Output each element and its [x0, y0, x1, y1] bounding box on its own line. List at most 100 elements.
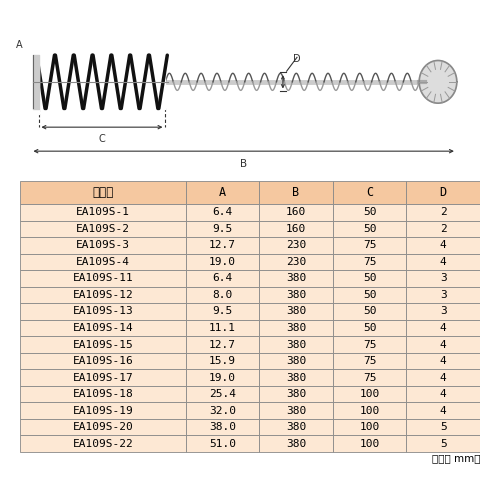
Bar — [259, 254, 333, 270]
Text: 50: 50 — [363, 224, 376, 234]
Bar — [20, 336, 186, 353]
Text: 32.0: 32.0 — [209, 406, 236, 415]
Bar — [333, 336, 406, 353]
Bar — [406, 419, 480, 436]
Bar — [259, 270, 333, 286]
Bar — [333, 436, 406, 452]
Bar — [333, 180, 406, 204]
Text: EA109S-17: EA109S-17 — [72, 372, 133, 382]
Bar — [259, 402, 333, 419]
Bar — [20, 353, 186, 370]
Text: 25.4: 25.4 — [209, 389, 236, 399]
Bar — [259, 436, 333, 452]
Bar — [333, 419, 406, 436]
Text: 2: 2 — [440, 208, 446, 218]
Bar — [186, 353, 259, 370]
Bar — [186, 180, 259, 204]
Text: A: A — [16, 40, 23, 50]
Bar — [333, 286, 406, 303]
Bar — [20, 320, 186, 336]
Text: 100: 100 — [360, 422, 380, 432]
Text: 380: 380 — [286, 306, 306, 316]
Bar — [259, 286, 333, 303]
Bar — [20, 254, 186, 270]
Text: 8.0: 8.0 — [212, 290, 233, 300]
Text: 100: 100 — [360, 438, 380, 448]
Text: 160: 160 — [286, 208, 306, 218]
Bar — [406, 336, 480, 353]
Text: EA109S-13: EA109S-13 — [72, 306, 133, 316]
Bar — [406, 204, 480, 220]
Text: 380: 380 — [286, 323, 306, 333]
Text: 6.4: 6.4 — [212, 208, 233, 218]
Text: 4: 4 — [440, 389, 446, 399]
Bar — [259, 220, 333, 237]
Bar — [186, 320, 259, 336]
Text: 3: 3 — [440, 274, 446, 283]
Polygon shape — [419, 60, 457, 103]
Text: 50: 50 — [363, 290, 376, 300]
Text: 51.0: 51.0 — [209, 438, 236, 448]
Bar — [259, 320, 333, 336]
Bar — [186, 220, 259, 237]
Text: EA109S-1: EA109S-1 — [76, 208, 130, 218]
Bar — [20, 180, 186, 204]
Text: A: A — [219, 186, 226, 199]
Text: EA109S-18: EA109S-18 — [72, 389, 133, 399]
Text: 4: 4 — [440, 257, 446, 267]
Text: 4: 4 — [440, 356, 446, 366]
Text: （単位 mm）: （単位 mm） — [432, 454, 480, 464]
Text: 3: 3 — [440, 290, 446, 300]
Bar — [406, 353, 480, 370]
Bar — [259, 237, 333, 254]
Text: 9.5: 9.5 — [212, 306, 233, 316]
Bar — [333, 220, 406, 237]
Text: EA109S-3: EA109S-3 — [76, 240, 130, 250]
Bar — [186, 286, 259, 303]
Bar — [186, 237, 259, 254]
Text: 160: 160 — [286, 224, 306, 234]
Text: 75: 75 — [363, 340, 376, 349]
Text: EA109S-12: EA109S-12 — [72, 290, 133, 300]
Bar — [333, 204, 406, 220]
Text: B: B — [240, 159, 247, 169]
Bar — [406, 254, 480, 270]
Text: 75: 75 — [363, 372, 376, 382]
Text: 380: 380 — [286, 274, 306, 283]
Text: 380: 380 — [286, 356, 306, 366]
Bar — [20, 303, 186, 320]
Text: 4: 4 — [440, 340, 446, 349]
Text: 4: 4 — [440, 372, 446, 382]
Text: 100: 100 — [360, 406, 380, 415]
Bar — [406, 237, 480, 254]
Bar — [406, 320, 480, 336]
Text: 75: 75 — [363, 356, 376, 366]
Text: 380: 380 — [286, 389, 306, 399]
Bar — [333, 370, 406, 386]
Bar — [186, 303, 259, 320]
Bar — [186, 336, 259, 353]
Bar — [20, 286, 186, 303]
Bar — [186, 419, 259, 436]
Text: 50: 50 — [363, 208, 376, 218]
Text: B: B — [292, 186, 300, 199]
Text: 50: 50 — [363, 323, 376, 333]
Bar — [186, 402, 259, 419]
Bar — [406, 220, 480, 237]
Bar — [20, 270, 186, 286]
Bar — [406, 436, 480, 452]
Text: 11.1: 11.1 — [209, 323, 236, 333]
Bar — [186, 386, 259, 402]
Bar — [186, 204, 259, 220]
Text: 380: 380 — [286, 406, 306, 415]
Text: 38.0: 38.0 — [209, 422, 236, 432]
Text: EA109S-4: EA109S-4 — [76, 257, 130, 267]
Text: 230: 230 — [286, 240, 306, 250]
Bar — [20, 204, 186, 220]
Text: 100: 100 — [360, 389, 380, 399]
Text: 75: 75 — [363, 257, 376, 267]
Text: 19.0: 19.0 — [209, 372, 236, 382]
Text: 5: 5 — [440, 438, 446, 448]
Bar — [20, 220, 186, 237]
Text: 4: 4 — [440, 406, 446, 415]
